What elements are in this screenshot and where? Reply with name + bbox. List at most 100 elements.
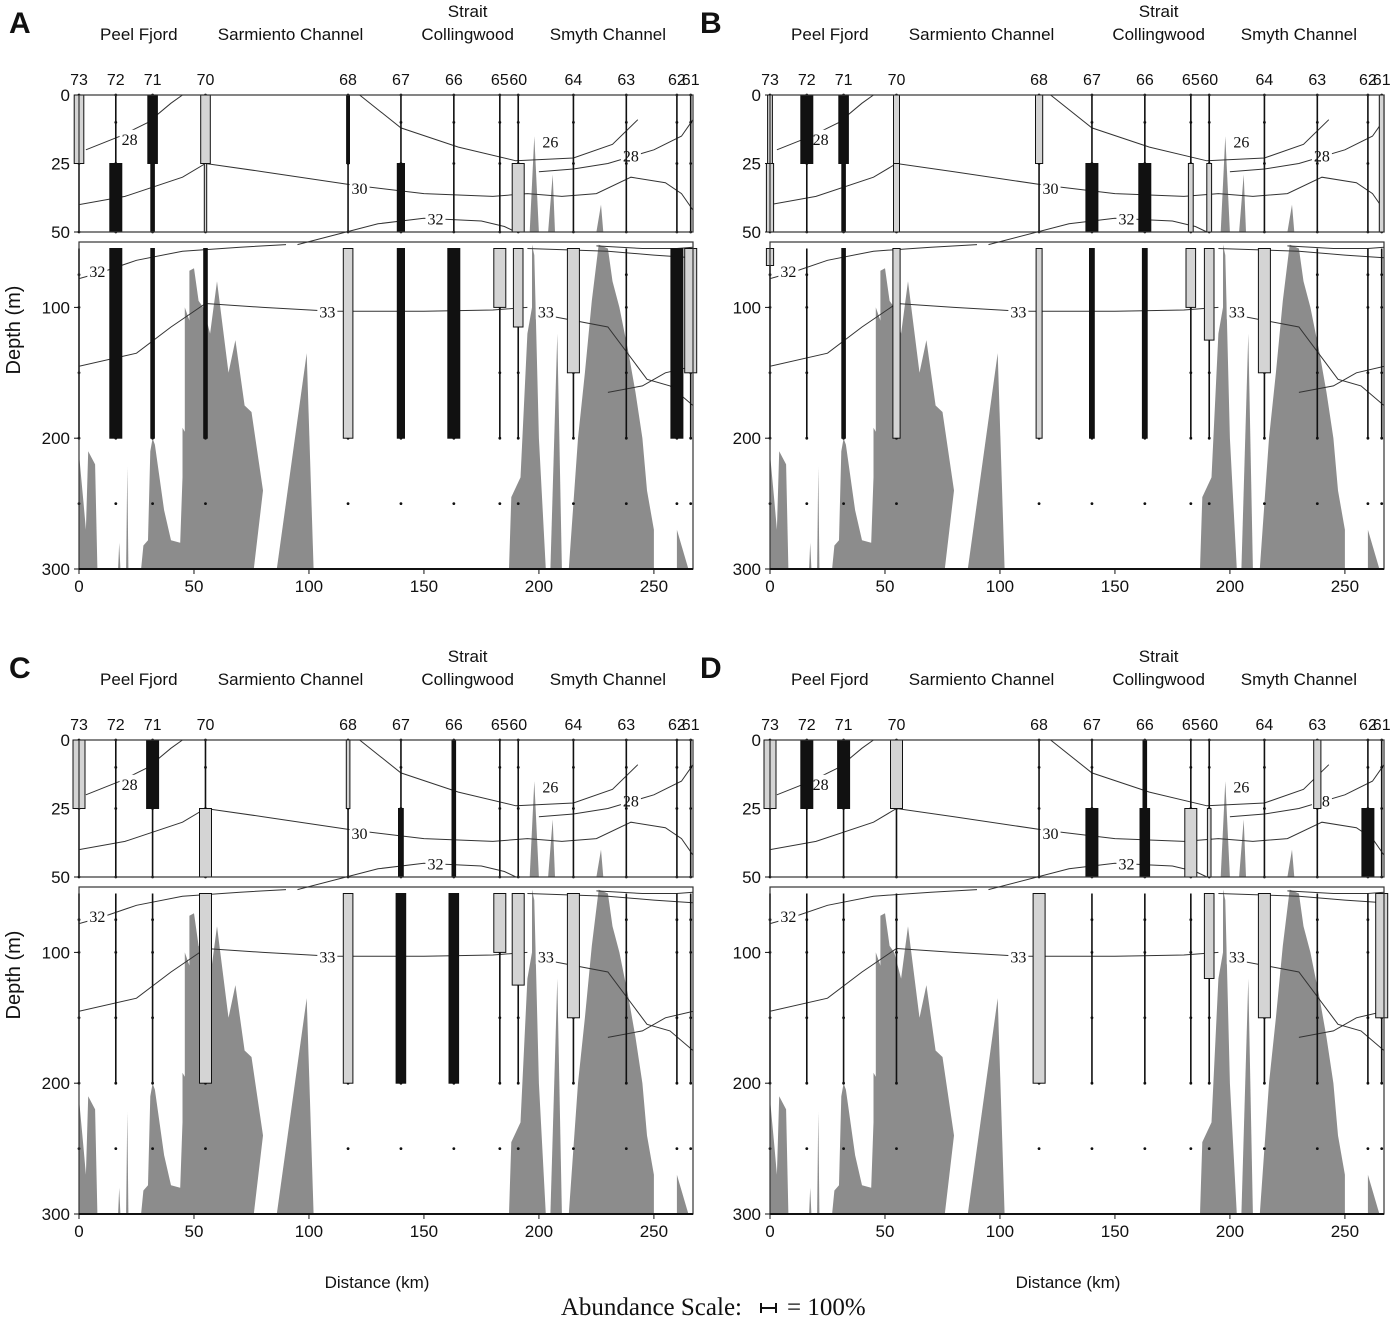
- abundance-bar-station-60: [511, 893, 525, 986]
- isohaline-label: 32: [89, 909, 105, 926]
- sample-dot: [842, 1081, 845, 1085]
- sample-dot: [675, 502, 679, 505]
- sample-dot: [805, 371, 809, 375]
- isohaline-label: 26: [542, 780, 558, 797]
- abundance-bar-station-67: [1089, 248, 1095, 439]
- region-label: Peel Fjord: [791, 25, 868, 44]
- station-label-73: 73: [761, 72, 779, 89]
- sample-dot: [1189, 121, 1193, 124]
- sample-dot: [1366, 1081, 1370, 1085]
- abundance-bar-station-68: [345, 739, 351, 809]
- isohaline-line: [527, 893, 693, 904]
- sample-dot: [1380, 273, 1384, 277]
- station-label-71: 71: [144, 72, 162, 89]
- sample-dot: [204, 502, 207, 505]
- isohaline-label: 26: [1233, 780, 1249, 797]
- sample-dot: [572, 162, 575, 165]
- y-tick-label: 300: [42, 1205, 70, 1224]
- sample-dot: [675, 918, 679, 922]
- station-label-72: 72: [798, 717, 816, 734]
- y-tick-label: 50: [742, 868, 761, 887]
- isohaline-label: 26: [1233, 135, 1249, 152]
- isohaline-label-bg: [1231, 777, 1252, 795]
- x-tick-label: 150: [1101, 1222, 1129, 1241]
- bathymetry-group: [79, 136, 689, 569]
- isohaline-line: [538, 119, 693, 173]
- sample-dot: [1037, 766, 1041, 769]
- bathymetry-east-slope: [1200, 889, 1237, 1214]
- isohaline-line: [770, 947, 1219, 1012]
- isohaline-label: 30: [352, 826, 368, 843]
- abundance-bar-station-66: [1141, 248, 1148, 439]
- sample-dot: [805, 1147, 809, 1150]
- y-axis-label-top: Depth (m): [3, 286, 25, 375]
- sample-dot: [689, 1147, 693, 1150]
- isohaline-label-bg: [317, 947, 338, 965]
- sample-dot: [1207, 1081, 1211, 1085]
- x-tick-label: 150: [1101, 577, 1129, 596]
- sample-dot: [516, 766, 520, 769]
- abundance-bar-station-72: [109, 248, 123, 439]
- abundance-bar-station-68: [342, 893, 354, 1084]
- sample-dot: [1380, 766, 1384, 769]
- sample-dot: [689, 121, 693, 124]
- abundance-bar-station-72: [800, 739, 814, 809]
- sample-dot: [114, 1016, 118, 1020]
- x-tick-label: 0: [765, 577, 774, 596]
- station-label-64: 64: [565, 72, 583, 89]
- isohaline-label-bg: [349, 824, 370, 842]
- station-label-62: 62: [668, 717, 686, 734]
- abundance-bar-station-71: [841, 248, 846, 439]
- sample-dot: [675, 162, 679, 165]
- panel-letter-c: C: [9, 652, 31, 685]
- abundance-bar-station-61: [684, 248, 698, 374]
- x-tick-label: 100: [295, 577, 323, 596]
- abundance-bar-station-70: [203, 248, 208, 439]
- isohaline-line: [1287, 245, 1384, 249]
- panel-letter-d: D: [700, 652, 722, 685]
- abundance-bar-station-71: [841, 163, 846, 233]
- region-label: Collingwood: [421, 25, 514, 44]
- region-label: Collingwood: [421, 670, 514, 689]
- sample-dot: [1090, 766, 1094, 769]
- sample-dot: [114, 918, 118, 922]
- station-label-68: 68: [339, 72, 357, 89]
- sample-dot: [1090, 502, 1094, 505]
- station-label-65: 65: [491, 717, 509, 734]
- sample-dot: [114, 1147, 118, 1150]
- sample-dot: [1143, 502, 1147, 505]
- isohaline-line: [79, 889, 287, 925]
- bathymetry-east-toe: [676, 529, 689, 569]
- y-tick-label: 25: [742, 800, 761, 819]
- bathymetry-pinnacle-b: [817, 1112, 820, 1214]
- sample-dot: [1263, 807, 1266, 810]
- sample-dot: [1189, 1016, 1193, 1020]
- sample-dot: [1263, 162, 1266, 165]
- abundance-bar-station-70: [203, 163, 208, 233]
- isohaline-label-bg: [119, 129, 140, 147]
- abundance-bar-station-60: [1203, 893, 1215, 979]
- abundance-scale-icon: [760, 1303, 777, 1313]
- sample-dot: [1037, 1147, 1041, 1150]
- station-label-70: 70: [888, 72, 906, 89]
- sample-dot: [689, 1081, 693, 1085]
- abundance-bar-station-67: [1085, 808, 1099, 878]
- sample-dot: [114, 121, 118, 124]
- isohaline-line: [770, 244, 978, 280]
- panel-letter-a: A: [9, 7, 31, 40]
- isohaline-line: [297, 217, 517, 246]
- sample-dot: [1315, 273, 1319, 277]
- station-label-63: 63: [617, 72, 635, 89]
- isohaline-line: [1298, 1010, 1384, 1038]
- isohaline-label-bg: [87, 261, 108, 279]
- sample-dot: [452, 162, 456, 165]
- bathymetry-upper-peak-c: [596, 204, 604, 232]
- sample-dot: [1207, 1016, 1211, 1020]
- x-tick-label: 200: [525, 1222, 553, 1241]
- station-label-67: 67: [1083, 717, 1101, 734]
- sample-dot: [1207, 766, 1211, 769]
- sample-dot: [1263, 436, 1266, 440]
- y-tick-label: 0: [752, 731, 761, 750]
- region-label: Peel Fjord: [100, 670, 177, 689]
- bathymetry-smyth-massif: [1259, 244, 1345, 569]
